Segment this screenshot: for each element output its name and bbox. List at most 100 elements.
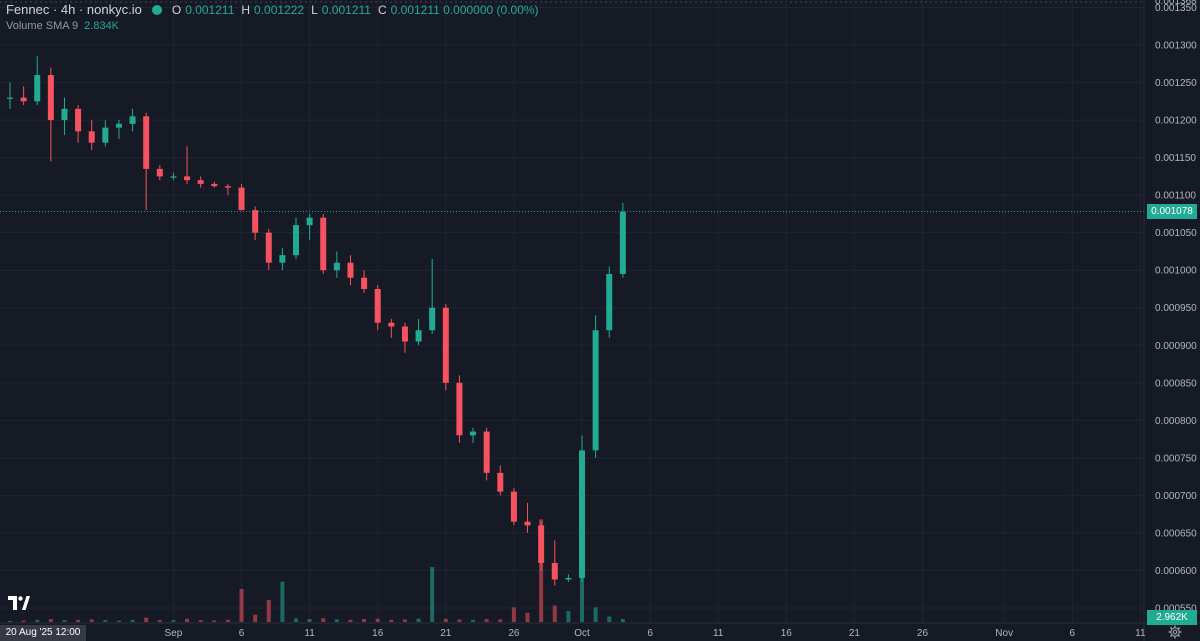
candle xyxy=(170,172,177,181)
price-tick-label: 0.000900 xyxy=(1155,341,1197,352)
candle xyxy=(456,375,463,443)
candle xyxy=(224,183,231,196)
candle xyxy=(20,86,27,106)
volume-bar xyxy=(334,619,339,622)
volume-bar xyxy=(280,581,285,622)
volume-bar xyxy=(375,618,380,622)
candle-body xyxy=(34,75,41,102)
volume-bar xyxy=(539,519,544,622)
price-tick-label: 0.001200 xyxy=(1155,116,1197,127)
price-tick-label: 0.001250 xyxy=(1155,78,1197,89)
candle xyxy=(211,181,218,188)
volume-bar xyxy=(457,619,462,622)
candle xyxy=(129,108,136,132)
candle-body xyxy=(75,108,82,132)
time-tick-label: 26 xyxy=(917,628,929,639)
time-tick-label: Nov xyxy=(995,628,1013,639)
candle xyxy=(7,82,13,109)
price-tick-label: 0.000800 xyxy=(1155,416,1197,427)
volume-bar xyxy=(103,620,108,622)
price-tick-label: 0.001050 xyxy=(1155,228,1197,239)
time-tick-label: 11 xyxy=(713,628,724,639)
volume-bar xyxy=(8,620,12,622)
volume-bar xyxy=(48,619,53,622)
ohlc-open-value: 0.001211 xyxy=(185,2,235,17)
price-axis[interactable]: 0.001350 0.001300 0.001250 0.001200 0.001150… xyxy=(1143,0,1197,641)
candle xyxy=(497,465,504,496)
volume-bar xyxy=(76,619,81,622)
candle-body xyxy=(115,123,122,128)
volume-bar xyxy=(185,618,190,622)
volume-bar xyxy=(239,589,244,622)
time-tick-label: 21 xyxy=(849,628,861,639)
volume-bar xyxy=(471,619,476,622)
candle-body xyxy=(293,225,299,256)
volume-bar xyxy=(225,619,230,622)
candle xyxy=(265,228,272,271)
candle xyxy=(184,146,191,184)
candle xyxy=(470,427,477,443)
candle xyxy=(442,303,449,391)
candle-body xyxy=(538,525,545,563)
volume-indicator-label[interactable]: Volume SMA 9 xyxy=(6,20,79,32)
time-tick-label: 11 xyxy=(1135,628,1146,639)
price-tick-label: 0.000600 xyxy=(1155,566,1197,577)
candle xyxy=(47,67,54,162)
price-tick-label: 0.001300 xyxy=(1155,41,1197,52)
volume-bar xyxy=(212,620,217,622)
candle xyxy=(483,427,490,481)
price-tick-label: 0.001350 xyxy=(1155,3,1197,14)
candle-body xyxy=(224,186,231,188)
time-tick-label: 16 xyxy=(781,628,793,639)
volume-legend: Volume SMA 9 2.834K xyxy=(6,20,119,32)
volume-bar xyxy=(21,620,26,622)
candle-body xyxy=(143,116,150,169)
volume-bar xyxy=(253,614,258,622)
candle xyxy=(510,487,517,526)
candle-body xyxy=(129,116,136,124)
candle-body xyxy=(197,180,204,184)
candle-body xyxy=(211,183,218,187)
volume-bar xyxy=(498,619,503,622)
candle-body xyxy=(579,450,585,578)
candle-body xyxy=(252,210,259,233)
candle-body xyxy=(333,262,340,271)
ohlc-low-value: 0.001211 xyxy=(321,2,371,17)
time-axis[interactable]: Sep 6 11 16 21 26 Oct 6 11 16 21 26 Nov 6 11 xyxy=(0,622,1200,639)
candle xyxy=(75,105,82,143)
volume-bar xyxy=(525,612,530,622)
candle-body xyxy=(374,288,381,323)
price-tick-label: 0.000750 xyxy=(1155,453,1197,464)
candle-body xyxy=(483,431,490,473)
candle-body xyxy=(306,217,313,226)
symbol-title[interactable]: Fennec · 4h · nonkyc.io xyxy=(6,2,142,17)
candle-body xyxy=(606,273,613,331)
gear-icon[interactable] xyxy=(1168,625,1182,639)
candle-body xyxy=(470,431,477,436)
volume-bar xyxy=(362,619,367,622)
tradingview-logo-icon[interactable] xyxy=(8,596,30,610)
price-tick-label: 0.000650 xyxy=(1155,528,1197,539)
candles xyxy=(7,56,626,586)
candle-body xyxy=(47,75,54,121)
volume-bar xyxy=(130,619,135,622)
volume-bar xyxy=(116,620,121,622)
volume-indicator-value: 2.834K xyxy=(84,20,120,32)
candle-body xyxy=(524,521,531,526)
price-tick-label: 0.001100 xyxy=(1155,191,1196,202)
time-tick-label: 11 xyxy=(304,628,315,639)
candle xyxy=(579,435,585,582)
candle-body xyxy=(7,97,13,99)
volume-bar xyxy=(511,607,516,622)
candle-body xyxy=(551,562,558,580)
ohlc-close-value: 0.001211 0.000000 (0.00%) xyxy=(390,2,539,17)
candle-body xyxy=(238,187,245,211)
volume-bar xyxy=(198,620,203,622)
candle xyxy=(429,258,436,335)
time-tick-label: 16 xyxy=(372,628,384,639)
candle-body xyxy=(156,168,163,177)
last-price-tag: 0.001078 xyxy=(1147,204,1197,220)
time-tick-label: 6 xyxy=(239,628,245,639)
candle xyxy=(401,322,408,353)
